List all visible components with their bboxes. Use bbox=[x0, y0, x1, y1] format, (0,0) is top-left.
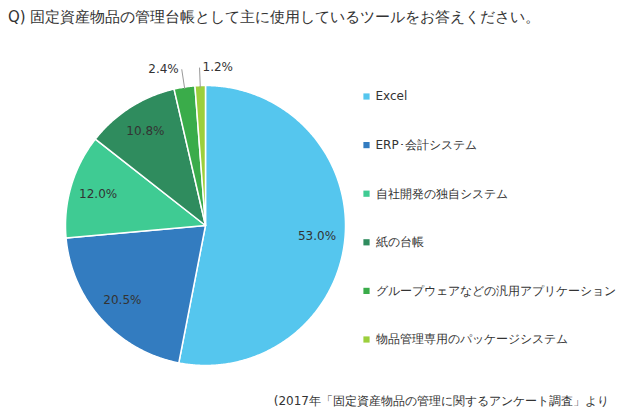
svg-text:10.8%: 10.8% bbox=[126, 124, 164, 138]
svg-text:物品管理専用のパッケージシステム: 物品管理専用のパッケージシステム bbox=[376, 332, 568, 346]
svg-text:2.4%: 2.4% bbox=[148, 62, 179, 76]
svg-text:自社開発の独自システム: 自社開発の独自システム bbox=[376, 187, 508, 201]
svg-text:53.0%: 53.0% bbox=[298, 229, 336, 243]
svg-text:グループウェアなどの汎用アプリケーション: グループウェアなどの汎用アプリケーション bbox=[376, 284, 616, 298]
svg-text:Excel: Excel bbox=[376, 89, 408, 103]
svg-text:20.5%: 20.5% bbox=[103, 293, 141, 307]
html-text:(2017年「固定資産物品の管理に関するアンケート調査」より: (2017年「固定資産物品の管理に関するアンケート調査」より bbox=[273, 394, 609, 408]
svg-text:1.2%: 1.2% bbox=[203, 60, 234, 74]
svg-text:ERP･会計システム: ERP･会計システム bbox=[376, 138, 477, 152]
svg-text:紙の台帳: 紙の台帳 bbox=[376, 235, 424, 249]
html-text:Q) 固定資産物品の管理台帳として主に使用しているツールをお: Q) 固定資産物品の管理台帳として主に使用しているツールをお答えください。 bbox=[8, 8, 541, 26]
svg-text:12.0%: 12.0% bbox=[79, 187, 117, 201]
